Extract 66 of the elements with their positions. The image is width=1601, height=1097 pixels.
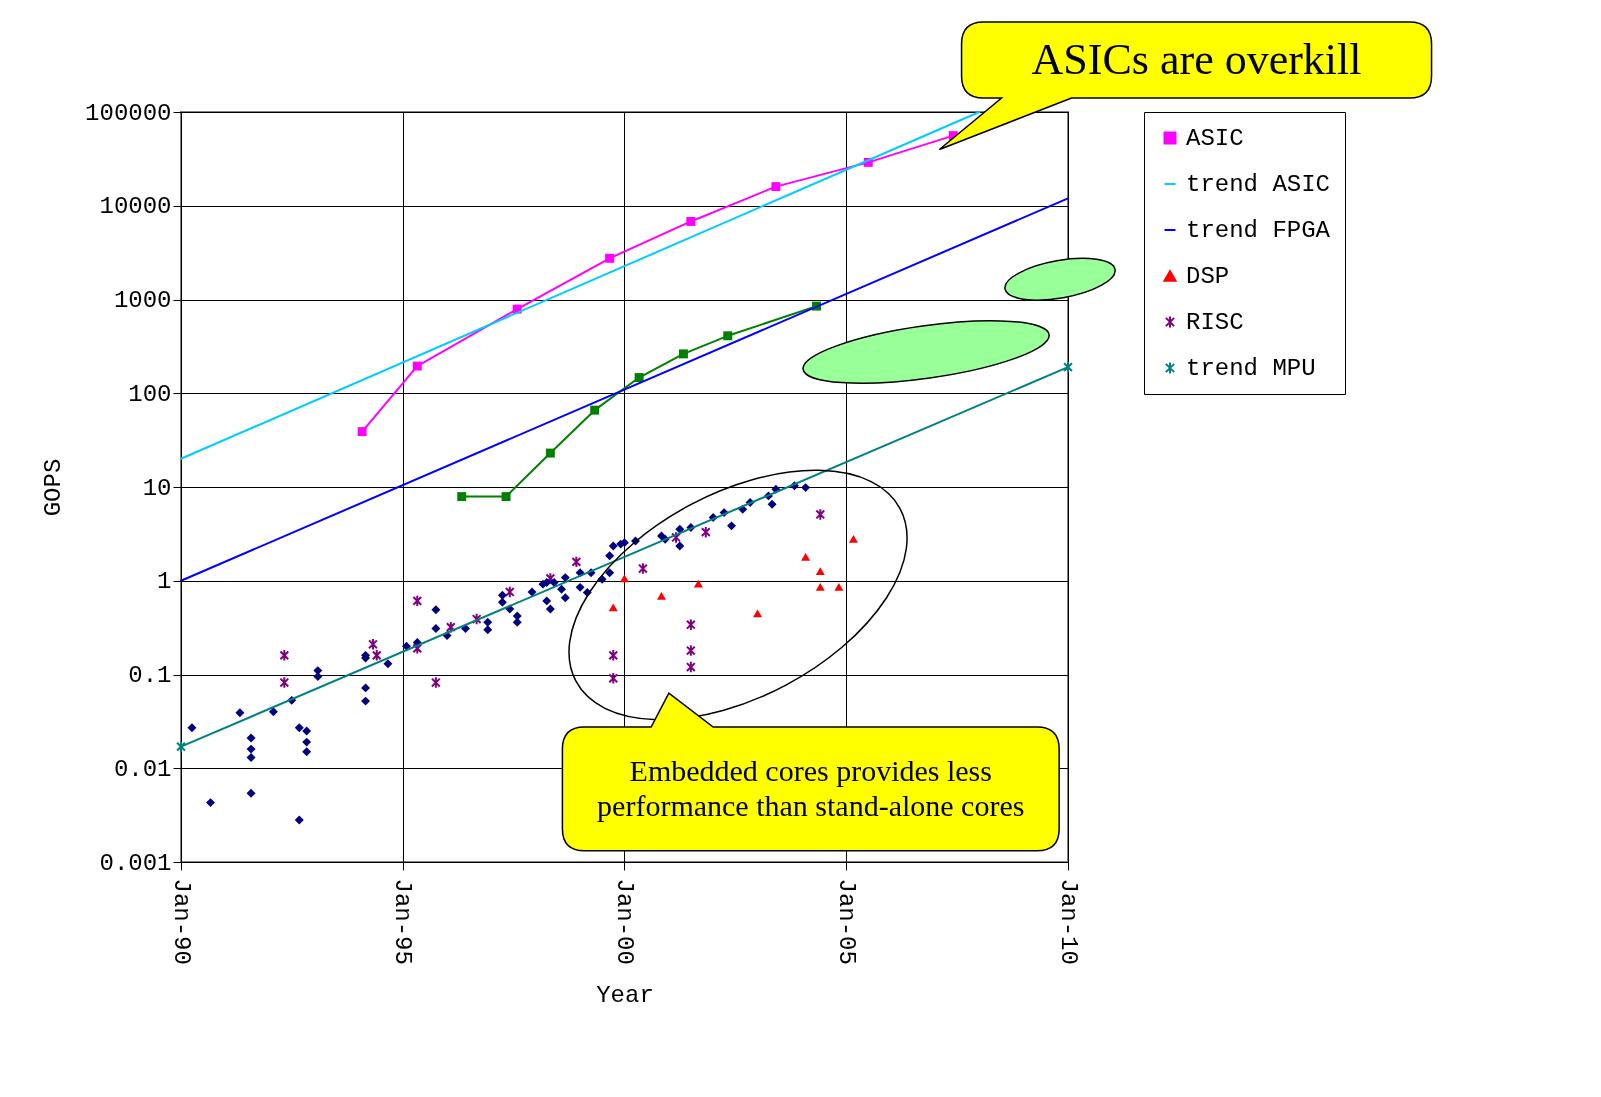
point: [723, 331, 733, 341]
legend-label: trend ASIC: [1186, 171, 1331, 198]
x-tick-label: Jan-00: [610, 878, 638, 965]
point: [608, 672, 619, 685]
point: [634, 373, 644, 383]
point: [848, 534, 858, 543]
point: [412, 594, 423, 608]
legend-label: trend FPGA: [1186, 217, 1331, 244]
point: [753, 609, 762, 618]
point: [430, 676, 441, 689]
x-tick-label: Jan-90: [167, 878, 195, 965]
point: [801, 552, 811, 561]
point: [176, 740, 186, 753]
point: [412, 361, 422, 371]
point: [685, 660, 696, 674]
point: [608, 603, 618, 612]
legend-label: trend MPU: [1186, 355, 1316, 382]
point: [571, 555, 582, 569]
point: [815, 508, 826, 521]
point: [815, 583, 825, 591]
y-axis-title: GOPS: [40, 458, 68, 517]
point: [279, 676, 290, 689]
point: [608, 649, 619, 662]
point: [1063, 360, 1073, 374]
point: [590, 405, 600, 415]
point: [685, 618, 696, 631]
point: [685, 644, 696, 657]
point: [545, 448, 555, 458]
point: [637, 562, 648, 575]
legend-label: RISC: [1186, 309, 1244, 336]
point: [678, 349, 688, 359]
legend-label: ASIC: [1186, 125, 1244, 152]
point: [815, 567, 825, 575]
y-tick-label: 100: [128, 380, 172, 408]
x-axis-title: Year: [596, 981, 654, 1009]
point: [504, 585, 515, 599]
y-tick-label: 100000: [85, 99, 172, 127]
y-tick-label: 10000: [99, 193, 172, 221]
y-tick-label: 0.1: [128, 662, 172, 689]
point: [279, 649, 290, 662]
y-tick-label: 0.01: [113, 755, 172, 783]
point: [686, 216, 696, 226]
point: [693, 579, 703, 588]
annotation: Embedded cores provides less performance than stand-alone cores: [596, 753, 1026, 824]
point: [834, 583, 844, 591]
text: ASICs are overkill: [1030, 33, 1363, 86]
point: [700, 525, 711, 539]
y-tick-label: 10: [142, 474, 172, 502]
legend-label: DSP: [1186, 263, 1230, 290]
point: [471, 612, 482, 626]
y-tick-label: 1: [157, 568, 172, 596]
x-tick-label: Jan-05: [832, 878, 860, 965]
y-tick-label: 1000: [113, 287, 172, 314]
x-tick-label: Jan-95: [389, 878, 417, 965]
point: [619, 574, 629, 583]
point: [605, 253, 615, 263]
point: [771, 182, 781, 192]
point: [357, 427, 367, 437]
point: [671, 531, 681, 544]
point: [501, 492, 511, 502]
point: [445, 620, 456, 634]
point: [657, 591, 666, 600]
point: [545, 572, 556, 585]
y-tick-label: 0.001: [99, 849, 172, 877]
point: [457, 492, 467, 502]
x-tick-label: Jan-10: [1054, 878, 1082, 965]
